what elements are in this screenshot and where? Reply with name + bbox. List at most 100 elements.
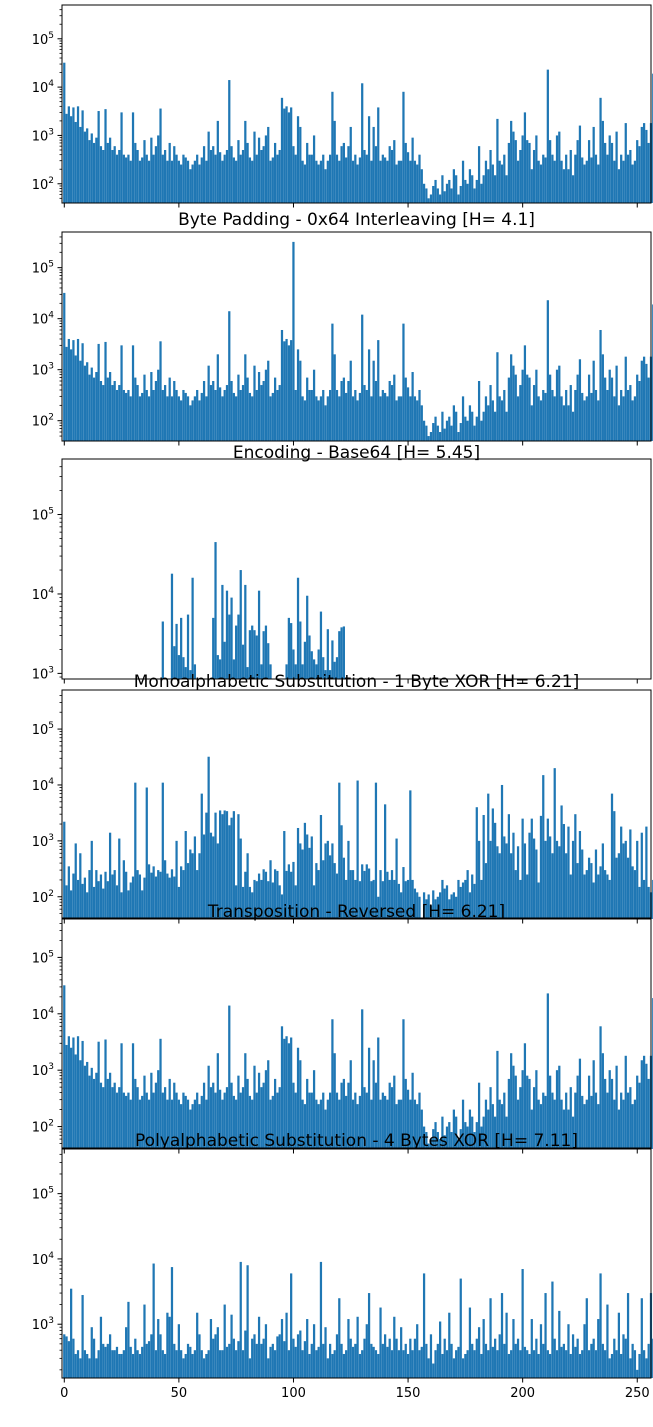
histogram-bar [193,160,197,203]
histogram-bar [546,993,549,1149]
histogram-bar [322,389,325,441]
histogram-bar [608,1358,611,1378]
histogram-bar [76,1036,80,1149]
histogram-bar [374,1350,378,1378]
histogram-bar [516,1338,520,1378]
histogram-bar [537,1099,540,1149]
histogram-bar [154,381,158,441]
histogram-bar [342,1078,345,1149]
histogram-bar [239,838,242,919]
histogram-bar [299,843,302,919]
histogram-bar [335,1334,339,1378]
histogram-bar [154,146,158,203]
y-tick-label: 103 [32,362,54,379]
histogram-bar [395,1338,398,1378]
histogram-bar [196,1092,199,1149]
histogram-bar [514,374,517,441]
y-tick-label: 105 [32,507,54,524]
histogram-bar [587,140,591,203]
histogram-bar [315,1350,318,1378]
histogram-bar [349,1060,352,1149]
histogram-bar [528,142,531,203]
histogram-bar [290,1037,293,1149]
histogram-bar [363,870,366,919]
histogram-bar [503,389,506,441]
histogram-bar [599,329,602,441]
histogram-bar [406,152,410,203]
histogram-bar [361,83,364,203]
histogram-bar [507,814,510,919]
histogram-bar [202,1082,206,1149]
histogram-bar [638,1353,641,1378]
histogram-bar [280,1319,284,1378]
histogram-bar [125,1327,128,1378]
histogram-bar [342,142,345,203]
histogram-bar [514,1343,517,1378]
histogram-bar [221,396,224,441]
histogram-bar [230,1314,233,1378]
histogram-bar [610,1078,614,1149]
histogram-bar [457,879,460,919]
histogram-bar [283,1038,286,1149]
histogram-bar [118,1087,121,1149]
histogram-bar [180,617,183,679]
histogram-bar [562,405,565,441]
histogram-bar [574,389,577,441]
histogram-bar [471,874,474,919]
histogram-bar [262,381,265,441]
histogram-bar [441,1116,444,1149]
histogram-bar [285,338,288,441]
histogram-bar [260,1343,263,1378]
histogram-bar [244,871,247,919]
histogram-bar [276,870,279,919]
histogram-bar [489,385,492,441]
histogram-bar [180,1350,183,1378]
histogram-bar [312,1324,316,1378]
histogram-bar [324,1327,327,1378]
histogram-bar [427,198,430,203]
histogram-bar [510,853,513,919]
histogram-bar [388,146,391,203]
histogram-bar [503,836,506,919]
histogram-bar [113,1350,116,1378]
histogram-bar [429,432,433,441]
y-tick-label: 105 [32,949,54,966]
histogram-bar [400,396,403,441]
histogram-bar [539,400,543,441]
histogram-bar [95,870,98,919]
histogram-bar [347,840,350,919]
histogram-bar [512,1065,515,1149]
histogram-bar [484,160,488,203]
histogram-bar [216,354,219,441]
histogram-bar [345,1095,348,1149]
histogram-bar [445,1126,449,1149]
histogram-bar [482,1116,485,1149]
histogram-bar [633,1099,637,1149]
histogram-bar [173,646,176,679]
histogram-bar [262,146,265,203]
histogram-bar [83,877,87,919]
histogram-bar [381,1092,384,1149]
histogram-bar [120,892,123,919]
histogram-bar [411,879,414,919]
histogram-bar [519,385,522,441]
histogram-bar [562,169,565,203]
histogram-bar [560,805,563,919]
histogram-bar [354,879,357,919]
histogram-bar [585,396,588,441]
histogram-bar [395,400,398,441]
histogram-bar [253,1334,256,1378]
histogram-bar [125,157,128,203]
histogram-bar [555,135,559,203]
histogram-bar [218,387,222,441]
histogram-bar [551,389,554,441]
histogram-bar [567,1109,570,1149]
histogram-bar [72,1037,75,1149]
histogram-bar [65,1044,68,1149]
histogram-bar [88,140,91,203]
histogram-bar [569,1353,572,1378]
histogram-bar [461,160,465,203]
histogram-bar [571,1116,575,1149]
histogram-bar [198,164,201,203]
histogram-bar [379,1307,382,1378]
